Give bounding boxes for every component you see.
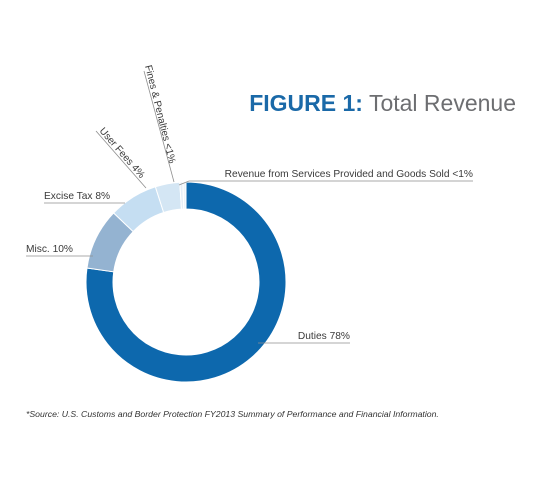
leader-line-user-fees <box>95 130 147 189</box>
slice-duties <box>85 181 287 383</box>
chart-title-text: Total Revenue <box>369 90 516 116</box>
label-excise-tax: Excise Tax 8% <box>44 191 110 202</box>
label-misc: Misc. 10% <box>26 244 73 255</box>
chart-title-prefix: FIGURE 1: <box>249 90 363 116</box>
label-revenue-from-services-provided-and-goods-sold: Revenue from Services Provided and Goods… <box>225 169 473 180</box>
source-note: *Source: U.S. Customs and Border Protect… <box>26 409 439 419</box>
label-fines-penalties: Fines & Penalties <1% <box>142 64 177 165</box>
leader-line-fines-penalties <box>143 70 175 183</box>
leader-line-revenue-from-services-provided-and-goods-sold <box>178 180 473 186</box>
donut-slices <box>85 181 287 383</box>
label-user-fees: User Fees 4% <box>97 126 147 181</box>
leader-lines <box>26 70 473 344</box>
slice-revenue-from-services-provided-and-goods-sold <box>182 181 187 210</box>
chart-title: FIGURE 1: Total Revenue <box>249 90 516 116</box>
label-duties: Duties 78% <box>298 331 350 342</box>
